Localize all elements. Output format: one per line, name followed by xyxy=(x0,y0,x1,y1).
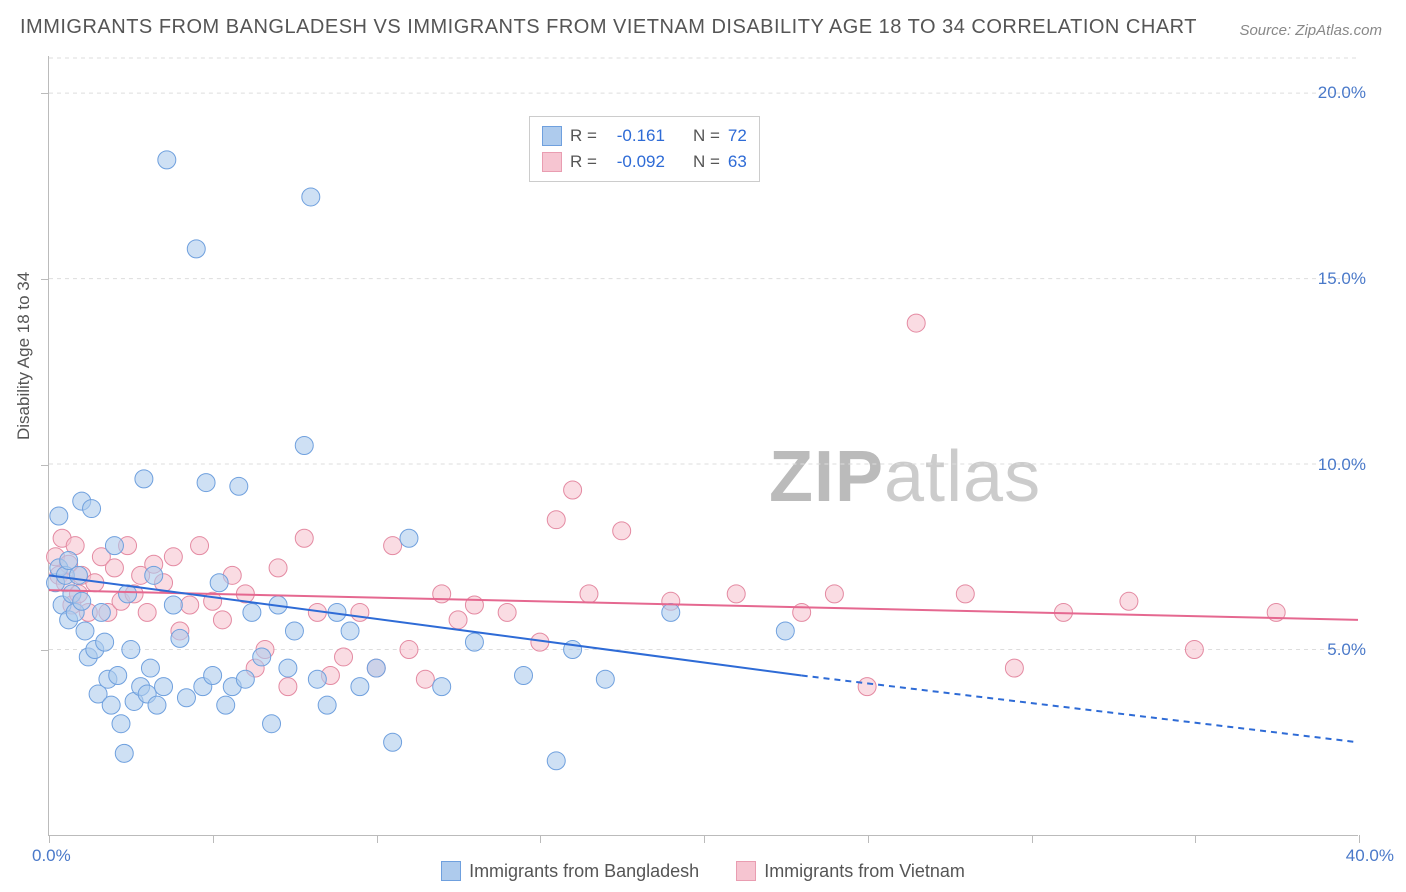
legend-swatch-bangladesh xyxy=(441,861,461,881)
legend-swatch-vietnam xyxy=(542,152,562,172)
r-value: -0.092 xyxy=(605,152,665,172)
y-axis-label: Disability Age 18 to 34 xyxy=(14,272,34,440)
r-label: R = xyxy=(570,152,597,172)
r-value: -0.161 xyxy=(605,126,665,146)
y-tick-label: 10.0% xyxy=(1318,455,1366,475)
chart-title: IMMIGRANTS FROM BANGLADESH VS IMMIGRANTS… xyxy=(20,16,1197,39)
y-tick-label: 5.0% xyxy=(1327,640,1366,660)
legend-item-vietnam: Immigrants from Vietnam xyxy=(736,861,965,882)
source-attribution: Source: ZipAtlas.com xyxy=(1239,22,1382,39)
n-label: N = xyxy=(693,152,720,172)
n-value: 72 xyxy=(728,126,747,146)
n-value: 63 xyxy=(728,152,747,172)
legend-label: Immigrants from Bangladesh xyxy=(469,861,699,882)
y-tick-label: 15.0% xyxy=(1318,269,1366,289)
plot-area: ZIPatlas 5.0%10.0%15.0%20.0% R = -0.161 … xyxy=(48,56,1358,836)
legend-item-bangladesh: Immigrants from Bangladesh xyxy=(441,861,699,882)
legend-swatch-bangladesh xyxy=(542,126,562,146)
stats-legend-row: R = -0.092 N = 63 xyxy=(542,149,747,175)
stats-legend: R = -0.161 N = 72 R = -0.092 N = 63 xyxy=(529,116,760,182)
n-label: N = xyxy=(693,126,720,146)
bottom-legend: Immigrants from Bangladesh Immigrants fr… xyxy=(0,861,1406,887)
legend-label: Immigrants from Vietnam xyxy=(764,861,965,882)
y-tick-label: 20.0% xyxy=(1318,83,1366,103)
stats-legend-row: R = -0.161 N = 72 xyxy=(542,123,747,149)
r-label: R = xyxy=(570,126,597,146)
legend-swatch-vietnam xyxy=(736,861,756,881)
